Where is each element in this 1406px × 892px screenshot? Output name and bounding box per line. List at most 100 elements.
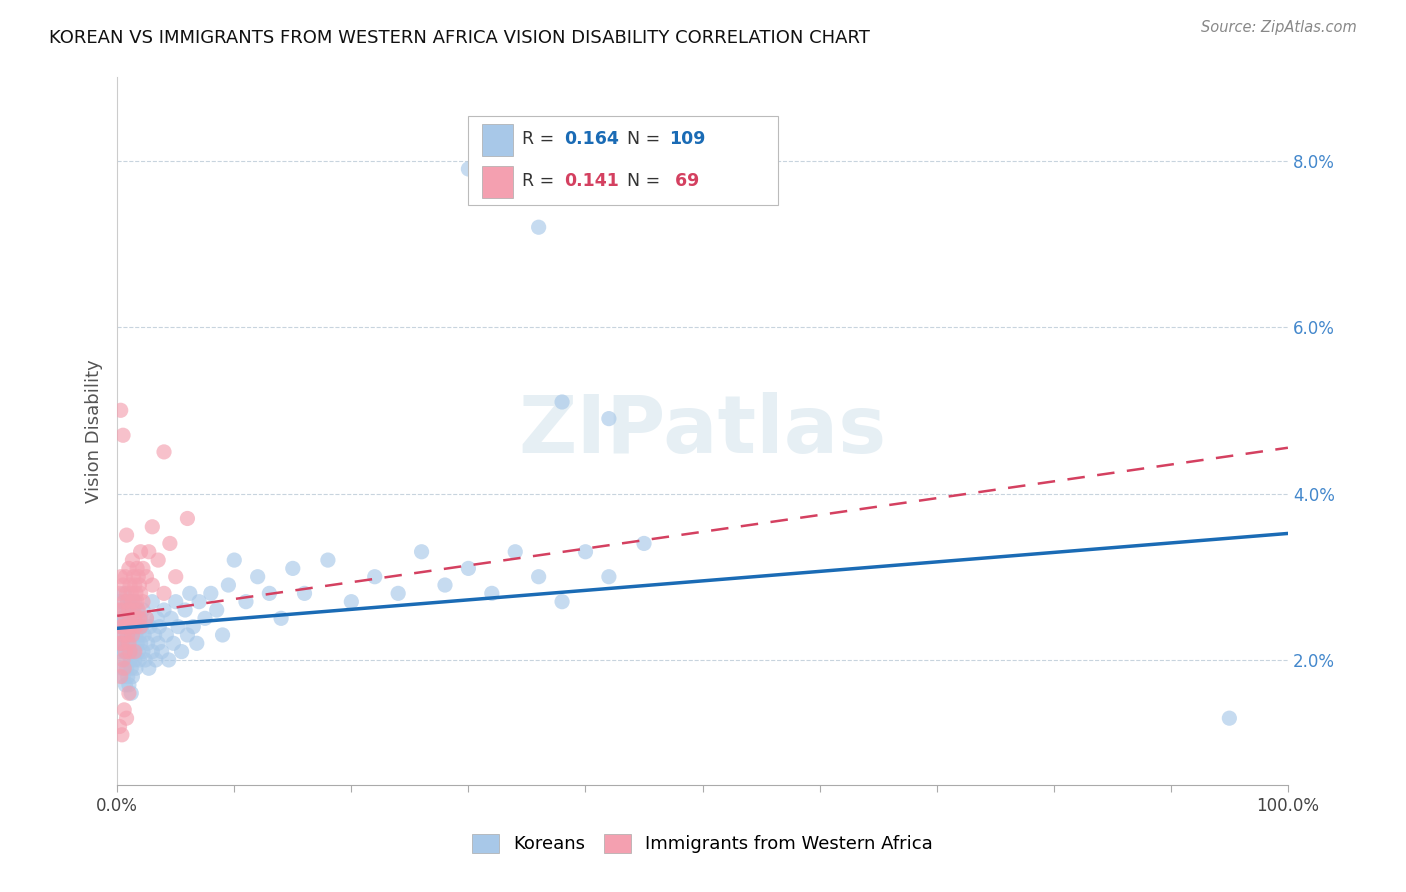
Point [157,653,180,667]
Point [108,636,131,650]
Point [387,586,409,600]
Point [115,620,138,634]
Point [115,603,138,617]
Point [127,595,149,609]
Point [112,703,135,717]
Point [120,686,142,700]
Point [120,586,142,600]
Point [527,220,550,235]
Point [135,611,157,625]
Point [224,553,246,567]
Point [132,645,155,659]
Point [259,586,281,600]
Point [112,653,135,667]
Point [138,661,160,675]
Point [129,611,152,625]
Point [112,628,135,642]
Point [114,570,136,584]
Point [117,595,139,609]
Point [112,578,135,592]
Text: ZIPatlas: ZIPatlas [519,392,887,470]
Point [118,561,141,575]
Point [165,595,187,609]
Point [132,603,155,617]
Point [316,553,339,567]
Point [121,669,143,683]
Point [129,636,152,650]
Point [120,661,142,675]
Point [121,636,143,650]
Point [135,611,157,625]
Point [186,636,208,650]
Point [1218,711,1240,725]
Point [118,636,141,650]
Point [110,403,132,417]
Point [235,595,257,609]
Point [503,545,526,559]
Point [141,645,163,659]
Point [117,628,139,642]
Point [111,728,134,742]
Point [176,511,198,525]
Text: 109: 109 [669,130,706,148]
Point [117,669,139,683]
Point [118,686,141,700]
Point [124,611,146,625]
Point [162,636,184,650]
Point [128,578,150,592]
Point [125,628,148,642]
Point [551,595,574,609]
Point [112,595,135,609]
Point [125,620,148,634]
Point [127,645,149,659]
Point [110,570,132,584]
Text: KOREAN VS IMMIGRANTS FROM WESTERN AFRICA VISION DISABILITY CORRELATION CHART: KOREAN VS IMMIGRANTS FROM WESTERN AFRICA… [49,29,870,46]
Point [111,661,134,675]
Point [174,603,197,617]
Point [128,628,150,642]
Point [117,595,139,609]
Point [527,570,550,584]
Point [153,445,176,459]
Point [112,620,135,634]
Point [112,586,135,600]
Point [108,586,131,600]
Point [433,578,456,592]
Point [340,595,363,609]
Point [145,653,167,667]
Point [124,645,146,659]
Text: R =: R = [522,130,560,148]
Point [110,645,132,659]
Y-axis label: Vision Disability: Vision Disability [86,359,103,503]
Point [114,678,136,692]
Point [481,586,503,600]
Point [124,595,146,609]
Point [107,603,129,617]
Point [118,645,141,659]
Point [143,628,166,642]
Point [167,620,190,634]
Point [132,561,155,575]
Point [118,678,141,692]
Point [124,578,146,592]
Point [294,586,316,600]
Point [211,628,233,642]
Text: R =: R = [522,172,560,190]
Point [148,620,170,634]
Point [112,428,135,442]
Point [129,586,152,600]
Point [141,595,163,609]
Point [120,645,142,659]
Point [115,661,138,675]
Point [132,595,155,609]
Point [146,553,169,567]
Point [128,611,150,625]
Point [194,611,217,625]
Point [120,611,142,625]
Point [121,628,143,642]
Point [112,636,135,650]
Point [134,628,156,642]
Point [108,719,131,733]
Point [129,620,152,634]
Point [134,653,156,667]
